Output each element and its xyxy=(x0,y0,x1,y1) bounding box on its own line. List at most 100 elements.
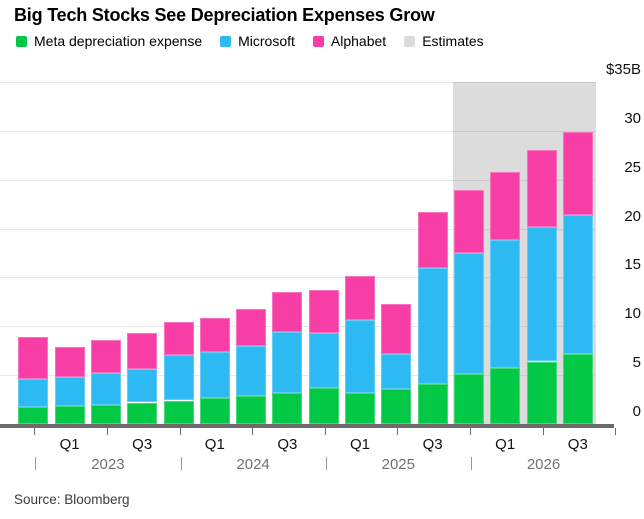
bar-segment xyxy=(381,388,412,424)
legend-swatch xyxy=(220,35,232,47)
bar-segment xyxy=(417,383,448,424)
bar-segment xyxy=(90,373,121,406)
x-tick xyxy=(615,428,617,435)
legend-label: Estimates xyxy=(422,33,484,49)
bar-segment xyxy=(453,253,484,375)
legend-item: Microsoft xyxy=(220,33,295,49)
gridline xyxy=(0,130,596,132)
bar-segment xyxy=(18,407,49,424)
legend-swatch xyxy=(312,35,324,47)
chart-legend: Meta depreciation expense Microsoft Alphab… xyxy=(16,33,484,49)
year-separator xyxy=(470,457,472,470)
x-tick xyxy=(542,428,544,435)
year-separator xyxy=(180,457,182,470)
x-tick xyxy=(106,428,108,435)
bar-segment xyxy=(236,395,267,424)
y-tick-label: 15 xyxy=(624,256,641,274)
y-tick-label: 0 xyxy=(632,403,641,420)
y-tick-label: 20 xyxy=(624,207,641,225)
legend-label: Meta depreciation expense xyxy=(34,33,203,49)
bar-segment xyxy=(127,402,158,424)
x-tick-label: Q3 xyxy=(567,436,588,453)
year-label: 2026 xyxy=(526,456,561,473)
y-tick-label: 30 xyxy=(624,109,641,127)
legend-item: Estimates xyxy=(404,33,484,49)
bar-segment xyxy=(526,226,557,362)
bar-segment xyxy=(308,290,339,334)
bar-segment xyxy=(18,337,49,379)
bar-segment xyxy=(417,267,448,384)
bar-segment xyxy=(417,212,448,268)
bar-segment xyxy=(526,361,557,424)
bar-segment xyxy=(272,292,303,333)
x-tick xyxy=(397,428,399,435)
gridline xyxy=(0,179,596,181)
legend-swatch xyxy=(404,35,416,47)
bar-segment xyxy=(90,340,121,374)
bar-segment xyxy=(308,333,339,388)
legend-label: Microsoft xyxy=(238,33,295,49)
x-tick-label: Q3 xyxy=(422,436,443,453)
bar-segment xyxy=(199,317,230,352)
gridline xyxy=(0,277,596,279)
x-tick xyxy=(469,428,471,435)
bar-segment xyxy=(272,332,303,393)
bar-segment xyxy=(345,392,375,424)
bar-segment xyxy=(54,406,85,424)
bar-segment xyxy=(381,353,412,389)
x-tick-label: Q3 xyxy=(132,436,153,453)
bar-segment xyxy=(54,377,85,407)
x-tick-label: Q3 xyxy=(277,436,298,453)
chart-title: Big Tech Stocks See Depreciation Expense… xyxy=(14,5,435,25)
x-tick xyxy=(179,428,181,435)
x-tick-label: Q1 xyxy=(495,436,516,453)
year-label: 2025 xyxy=(381,456,415,473)
bar-segment xyxy=(453,189,484,253)
legend-item: Alphabet xyxy=(312,33,387,49)
bar-segment xyxy=(562,131,593,215)
bar-segment xyxy=(562,214,593,354)
y-tick-label: 25 xyxy=(624,158,641,176)
x-tick-label: Q1 xyxy=(204,436,225,453)
x-tick-label: Q1 xyxy=(59,436,80,453)
bar-segment xyxy=(199,397,230,424)
bar-segment xyxy=(490,240,521,369)
bar-segment xyxy=(381,303,412,354)
bar-segment xyxy=(199,351,230,398)
bar-segment xyxy=(562,353,593,424)
bar-segment xyxy=(345,320,375,393)
bar-segment xyxy=(308,387,339,424)
year-label: 2023 xyxy=(91,456,125,473)
y-tick-label: 5 xyxy=(632,354,641,372)
gridline xyxy=(0,228,596,230)
bar-segment xyxy=(127,369,158,403)
bar-segment xyxy=(490,368,521,424)
bar-segment xyxy=(236,345,267,396)
legend-swatch xyxy=(16,35,27,47)
year-separator xyxy=(35,457,37,470)
bar-segment xyxy=(453,374,484,424)
bar-segment xyxy=(345,275,375,321)
legend-item: Meta depreciation expense xyxy=(16,33,202,49)
bar-segment xyxy=(18,379,49,408)
x-tick xyxy=(34,428,36,435)
bar-segment xyxy=(54,346,85,378)
bar-segment xyxy=(163,322,194,355)
y-tick-label: 10 xyxy=(624,305,641,323)
legend-label: Alphabet xyxy=(330,33,387,49)
x-tick xyxy=(252,428,254,435)
year-separator xyxy=(325,457,327,470)
x-tick xyxy=(324,428,326,435)
bar-segment xyxy=(127,333,158,370)
bar-segment xyxy=(90,405,121,424)
x-tick-label: Q1 xyxy=(349,436,371,453)
bar-segment xyxy=(490,171,521,241)
bar-segment xyxy=(236,308,267,346)
axis-line xyxy=(0,424,614,428)
bar-segment xyxy=(163,400,194,424)
bar-segment xyxy=(526,150,557,227)
bar-segment xyxy=(163,354,194,401)
bar-segment xyxy=(272,392,303,424)
source-credit: Source: Bloomberg xyxy=(14,492,130,507)
